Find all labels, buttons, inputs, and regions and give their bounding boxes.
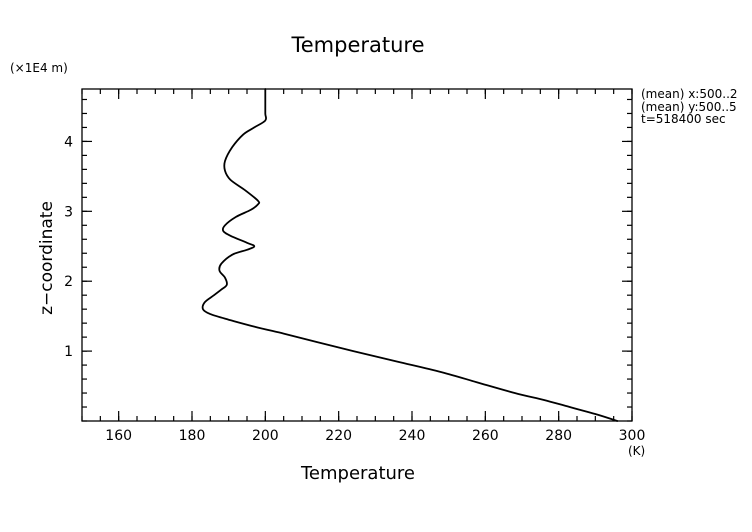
- x-axis-label: Temperature: [300, 463, 416, 484]
- x-tick-label: 220: [325, 428, 352, 444]
- y-tick-label: 4: [64, 134, 73, 150]
- info-line-time: t=518400 sec: [641, 112, 726, 126]
- x-tick-label: 260: [472, 428, 499, 444]
- y-tick-label: 1: [64, 344, 73, 360]
- plot-frame: [81, 88, 633, 422]
- ticks-layer: 160 180 200 220 240 260 280 300 1 2 3 4: [64, 89, 645, 444]
- x-tick-label: 280: [545, 428, 572, 444]
- x-axis-unit: (K): [628, 444, 646, 458]
- info-line-x-mean: (mean) x:500..2: [641, 87, 738, 101]
- x-tick-label: 300: [619, 428, 646, 444]
- y-tick-label: 3: [64, 204, 73, 220]
- y-tick-label: 2: [64, 274, 73, 290]
- temperature-profile-line: [201, 88, 619, 422]
- chart-title: Temperature: [291, 33, 425, 57]
- x-tick-label: 180: [179, 428, 206, 444]
- y-axis-unit: (×1E4 m): [10, 61, 68, 75]
- info-line-y-mean: (mean) y:500..5: [641, 99, 737, 114]
- x-tick-label: 240: [399, 428, 426, 444]
- x-tick-label: 200: [252, 428, 279, 444]
- x-tick-label: 160: [105, 428, 132, 444]
- info-annotation: (mean) x:500..2 (mean) y:500..5 t=518400…: [641, 88, 738, 126]
